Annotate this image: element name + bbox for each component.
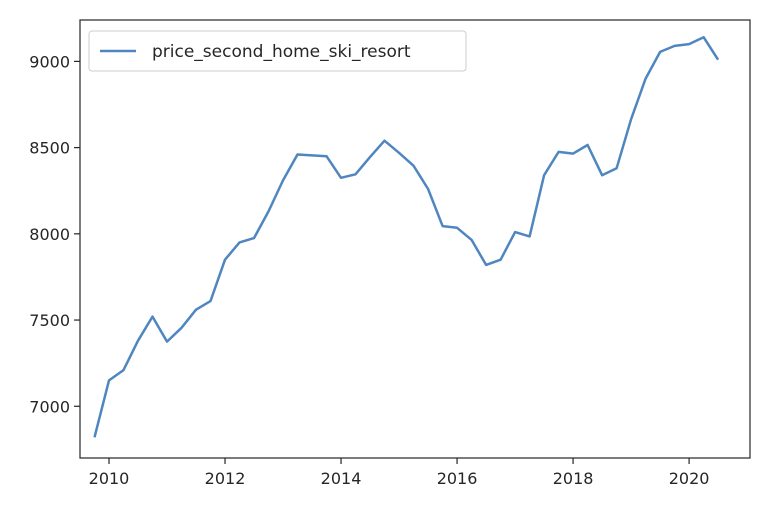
y-tick-label: 7000 — [29, 397, 70, 416]
y-tick-label: 7500 — [29, 311, 70, 330]
plot-area-frame — [79, 19, 751, 459]
legend-label: price_second_home_ski_resort — [152, 42, 411, 62]
x-tick-label: 2014 — [321, 469, 362, 488]
y-tick-label: 8000 — [29, 225, 70, 244]
series-line — [93, 35, 720, 438]
x-tick-label: 2010 — [89, 469, 130, 488]
x-tick-label: 2012 — [205, 469, 246, 488]
y-tick-label: 8500 — [29, 139, 70, 158]
y-axis: 7000 7500 8000 8500 9000 — [29, 52, 80, 416]
y-tick-label: 9000 — [29, 52, 70, 71]
x-tick-label: 2018 — [553, 469, 594, 488]
series-layer — [93, 35, 720, 438]
x-axis: 2010 2012 2014 2016 2018 2020 — [89, 458, 710, 488]
x-tick-label: 2020 — [669, 469, 710, 488]
legend-box — [88, 30, 467, 72]
legend: price_second_home_ski_resort — [88, 30, 467, 72]
x-tick-label: 2016 — [437, 469, 478, 488]
